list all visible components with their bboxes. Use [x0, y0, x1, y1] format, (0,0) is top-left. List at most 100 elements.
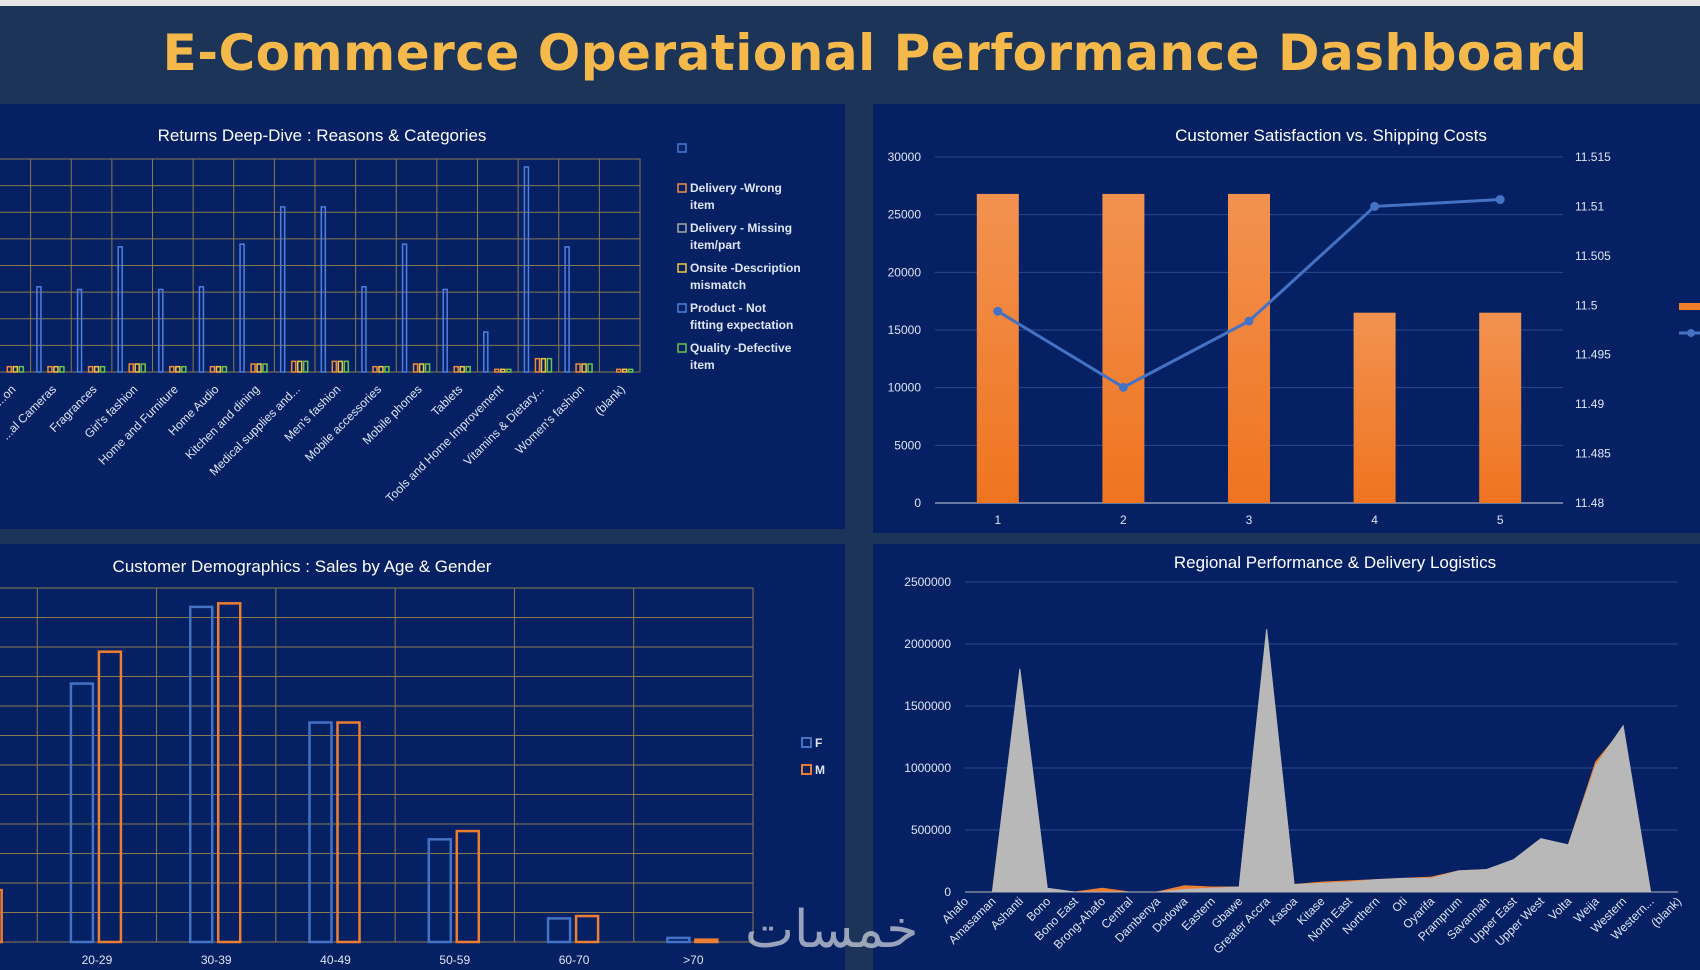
- reg-x-tick-label: (blank): [1648, 894, 1684, 930]
- sat-y-tick-label: 30000: [888, 150, 922, 164]
- returns-bar: [424, 363, 431, 373]
- sat-y2-tick-label: 11.49: [1575, 397, 1604, 411]
- demo-legend-swatch: [801, 737, 812, 748]
- returns-bar: [209, 365, 216, 373]
- sat-y2-tick-label: 11.495: [1575, 348, 1611, 362]
- demo-bar-f: [308, 721, 333, 944]
- returns-bar: [587, 363, 593, 373]
- returns-bar: [47, 365, 53, 373]
- returns-bar: [250, 363, 256, 373]
- returns-bar: [239, 243, 245, 373]
- returns-bar: [581, 363, 587, 373]
- returns-bar: [500, 368, 506, 373]
- returns-bar: [494, 368, 500, 373]
- demo-bar-m: [336, 721, 361, 944]
- demo-x-tick-label: >70: [683, 953, 704, 967]
- returns-bar: [372, 365, 378, 373]
- reg-y-tick-label: 0: [944, 885, 951, 899]
- returns-bar: [117, 246, 123, 373]
- satisfaction-chart-title: Customer Satisfaction vs. Shipping Costs: [1175, 126, 1487, 145]
- returns-bar: [337, 360, 344, 373]
- returns-bar: [87, 365, 94, 373]
- returns-bar: [296, 360, 303, 373]
- returns-bar: [320, 206, 327, 373]
- sat-y2-tick-label: 11.5: [1575, 298, 1598, 312]
- returns-bar: [506, 368, 512, 373]
- watermark: خمسات: [745, 900, 919, 960]
- sat-bar: [1479, 312, 1522, 503]
- reg-x-tick-label: Volta: [1546, 894, 1575, 923]
- returns-bar: [215, 365, 222, 373]
- returns-bar: [401, 243, 408, 373]
- sat-y-tick-label: 10000: [888, 381, 922, 395]
- returns-legend-swatch: [677, 263, 687, 273]
- returns-bar: [256, 363, 262, 373]
- sat-bar: [1353, 312, 1396, 503]
- reg-x-tick-label: Kasoa: [1266, 894, 1300, 928]
- returns-x-tick-label: Kitchen and dining: [182, 382, 262, 462]
- returns-bar: [99, 365, 106, 373]
- demo-legend-label: M: [815, 763, 825, 777]
- returns-bar: [128, 363, 134, 373]
- demo-x-tick-label: 60-70: [559, 953, 590, 967]
- reg-area-series: [965, 629, 1678, 893]
- returns-bar: [290, 360, 297, 373]
- returns-bar: [6, 365, 13, 373]
- demo-x-tick-label: 20-29: [82, 953, 113, 967]
- returns-bar: [442, 288, 448, 373]
- returns-bar: [453, 365, 459, 373]
- returns-bar: [418, 363, 425, 373]
- returns-bar: [198, 286, 205, 373]
- sat-y2-tick-label: 11.485: [1575, 447, 1611, 461]
- returns-bar: [302, 360, 309, 373]
- sat-y-tick-label: 0: [914, 496, 921, 510]
- returns-bar: [378, 365, 384, 373]
- returns-bar: [546, 357, 553, 373]
- returns-bar: [93, 365, 100, 373]
- demo-bar-m: [97, 650, 123, 944]
- returns-legend-label: Product - Not: [690, 301, 766, 315]
- returns-bar: [483, 331, 489, 373]
- returns-bar: [615, 368, 622, 373]
- returns-bar: [76, 288, 83, 373]
- returns-bar: [361, 286, 367, 373]
- demo-bar-m: [455, 829, 481, 944]
- returns-bar: [523, 166, 530, 373]
- returns-bar: [53, 365, 59, 373]
- returns-chart: Returns Deep-Dive : Reasons & Categories…: [0, 126, 801, 505]
- sat-bar: [1102, 193, 1145, 503]
- sat-y2-tick-label: 11.515: [1575, 150, 1611, 164]
- regional-chart-panel: Regional Performance & Delivery Logistic…: [873, 544, 1700, 970]
- sat-line-point: [1370, 201, 1380, 211]
- returns-x-tick-label: Tablets: [429, 382, 466, 419]
- returns-bar: [343, 360, 350, 373]
- sat-x-tick-label: 2: [1120, 513, 1127, 527]
- returns-legend-label: Delivery - Missing: [690, 221, 792, 235]
- sat-y-tick-label: 20000: [888, 265, 922, 279]
- demo-x-tick-label: 50-59: [439, 953, 470, 967]
- returns-legend-swatch: [677, 183, 687, 193]
- reg-y-tick-label: 500000: [911, 823, 951, 837]
- reg-x-tick-label: Oti: [1389, 894, 1410, 915]
- returns-bar: [384, 365, 390, 373]
- returns-legend-swatch: [677, 223, 687, 233]
- returns-chart-title: Returns Deep-Dive : Reasons & Categories: [158, 126, 487, 145]
- satisfaction-chart-panel: Customer Satisfaction vs. Shipping Costs…: [873, 104, 1700, 533]
- returns-bar: [59, 365, 65, 373]
- returns-bar: [465, 365, 471, 373]
- sat-x-tick-label: 5: [1497, 513, 1504, 527]
- returns-bar: [621, 368, 628, 373]
- reg-y-tick-label: 1500000: [904, 699, 951, 713]
- returns-bar: [158, 288, 164, 373]
- returns-bar: [175, 365, 181, 373]
- returns-x-tick-label: ...on: [0, 382, 18, 408]
- returns-legend-swatch: [677, 343, 687, 353]
- returns-bar: [279, 206, 286, 373]
- demo-bar-f: [188, 605, 214, 944]
- demographics-chart-title: Customer Demographics : Sales by Age & G…: [113, 557, 492, 576]
- returns-bar: [18, 365, 25, 373]
- returns-bar: [459, 365, 465, 373]
- sat-y-tick-label: 15000: [888, 323, 922, 337]
- dashboard-title: E-Commerce Operational Performance Dashb…: [162, 24, 1588, 82]
- sat-y2-tick-label: 11.505: [1575, 249, 1611, 263]
